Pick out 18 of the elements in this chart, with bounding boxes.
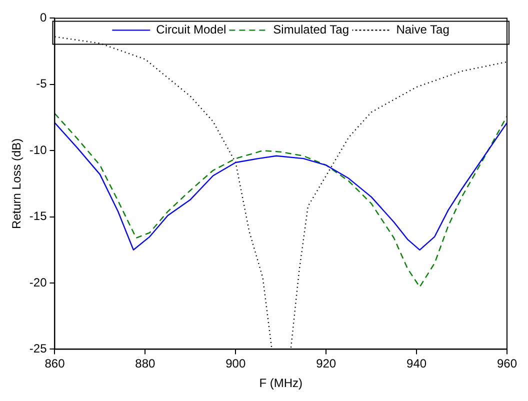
- line-series: [54, 112, 507, 288]
- x-axis-title: F (MHz): [259, 376, 303, 390]
- x-tick-label: 920: [316, 356, 336, 371]
- legend-label: Simulated Tag: [273, 22, 349, 37]
- legend-label: Naive Tag: [396, 22, 450, 37]
- y-axis-title: Return Loss (dB): [10, 138, 24, 230]
- x-tick-label: 860: [44, 356, 66, 371]
- y-tick-label: -5: [36, 76, 48, 91]
- y-tick-label: -15: [29, 209, 48, 224]
- x-tick-label: 960: [496, 356, 518, 371]
- y-tick-label: -20: [29, 275, 48, 290]
- legend-label: Circuit Model: [156, 22, 226, 37]
- y-tick-label: -25: [29, 342, 48, 356]
- x-tick-label: 940: [406, 356, 427, 371]
- y-tick-label: 0: [40, 10, 48, 25]
- x-tick-label: 880: [135, 356, 156, 371]
- x-tick-label: 900: [226, 356, 246, 371]
- y-tick-label: -10: [29, 142, 48, 157]
